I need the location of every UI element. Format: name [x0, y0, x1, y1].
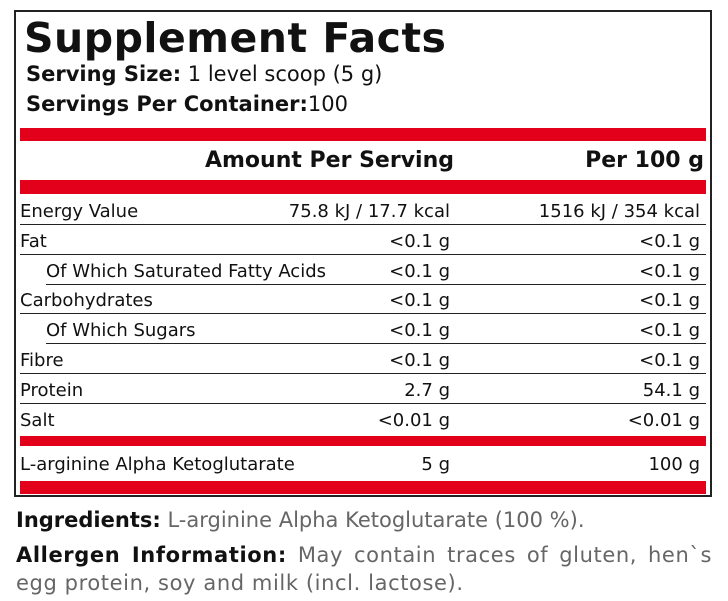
nutrient-name: Of Which Saturated Fatty Acids [46, 260, 327, 282]
text: L-arginine Alpha Ketoglutarate (100 %). [167, 508, 585, 532]
ingredients: Ingredients: L-arginine Alpha Ketoglutar… [16, 506, 696, 534]
column-header: Per 100 g [585, 148, 704, 173]
per-serving: <0.1 g [389, 290, 450, 312]
per-serving: 75.8 kJ / 17.7 kcal [288, 201, 450, 222]
label: Serving Size: [26, 62, 182, 86]
per-100g: 100 g [648, 454, 700, 476]
nutrient-name: Fibre [20, 350, 64, 371]
nutrient-name: Energy Value [20, 201, 139, 222]
row-rule [20, 402, 706, 404]
row-rule [46, 283, 706, 285]
per-serving: <0.1 g [389, 320, 450, 342]
row-rule [46, 343, 706, 345]
serving-size: Serving Size: 1 level scoop (5 g) [26, 62, 382, 86]
label: Ingredients: [16, 508, 161, 532]
nutrient-row: Energy Value 75.8 kJ / 17.7 kcal 1516 kJ /… [16, 196, 706, 225]
column-header: Amount Per Serving [204, 148, 454, 173]
nutrient-name: Protein [20, 379, 84, 401]
nutrient-name: Of Which Sugars [46, 320, 196, 342]
per-100g: <0.01 g [627, 409, 700, 431]
row-rule [20, 373, 706, 374]
divider [20, 128, 706, 141]
row-rule [20, 253, 706, 255]
row-rule [20, 224, 706, 225]
divider [20, 180, 706, 194]
per-serving: <0.1 g [389, 230, 450, 252]
title: Supplement Facts [24, 14, 447, 62]
allergen-info: Allergen Information: May contain traces… [16, 541, 712, 597]
per-100g: <0.1 g [639, 260, 700, 282]
nutrient-row: Salt <0.01 g <0.01 g [16, 405, 706, 434]
nutrient-row: Fat <0.1 g <0.1 g [16, 226, 706, 255]
text: May contain traces of gluten, hen`s egg … [16, 543, 713, 595]
nutrient-row: Carbohydrates <0.1 g <0.1 g [16, 285, 706, 315]
per-serving: 5 g [421, 454, 450, 476]
label: Allergen Information: [16, 543, 287, 567]
facts-panel: Supplement Facts Serving Size: 1 level s… [14, 10, 712, 497]
nutrient-row: Protein 2.7 g 54.1 g [16, 375, 706, 404]
value: 100 [307, 92, 348, 116]
per-100g: <0.1 g [639, 290, 700, 312]
nutrient-name: Salt [20, 409, 55, 431]
per-100g: <0.1 g [639, 350, 700, 371]
per-serving: <0.1 g [389, 350, 450, 371]
value: 1 level scoop (5 g) [187, 62, 383, 86]
per-serving: 2.7 g [404, 379, 450, 401]
nutrient-row: L-arginine Alpha Ketoglutarate 5 g 100 g [16, 449, 706, 478]
per-100g: <0.1 g [639, 230, 700, 252]
row-rule [20, 313, 706, 315]
nutrient-name: L-arginine Alpha Ketoglutarate [20, 454, 295, 476]
per-100g: 54.1 g [642, 379, 700, 401]
per-serving: <0.1 g [389, 260, 450, 282]
nutrient-row: Of Which Sugars <0.1 g <0.1 g [16, 315, 706, 345]
nutrient-name: Fat [20, 230, 47, 252]
nutrient-row: Of Which Saturated Fatty Acids <0.1 g <0.1… [16, 256, 706, 285]
per-serving: <0.01 g [377, 409, 450, 431]
nutrient-name: Carbohydrates [20, 290, 153, 312]
per-100g: 1516 kJ / 354 kcal [538, 201, 700, 222]
servings-per-container: Servings Per Container:100 [26, 92, 348, 116]
per-100g: <0.1 g [639, 320, 700, 342]
nutrient-row: Fibre <0.1 g <0.1 g [16, 345, 706, 374]
divider [20, 436, 706, 447]
label: Servings Per Container: [26, 92, 308, 116]
divider [20, 481, 706, 495]
